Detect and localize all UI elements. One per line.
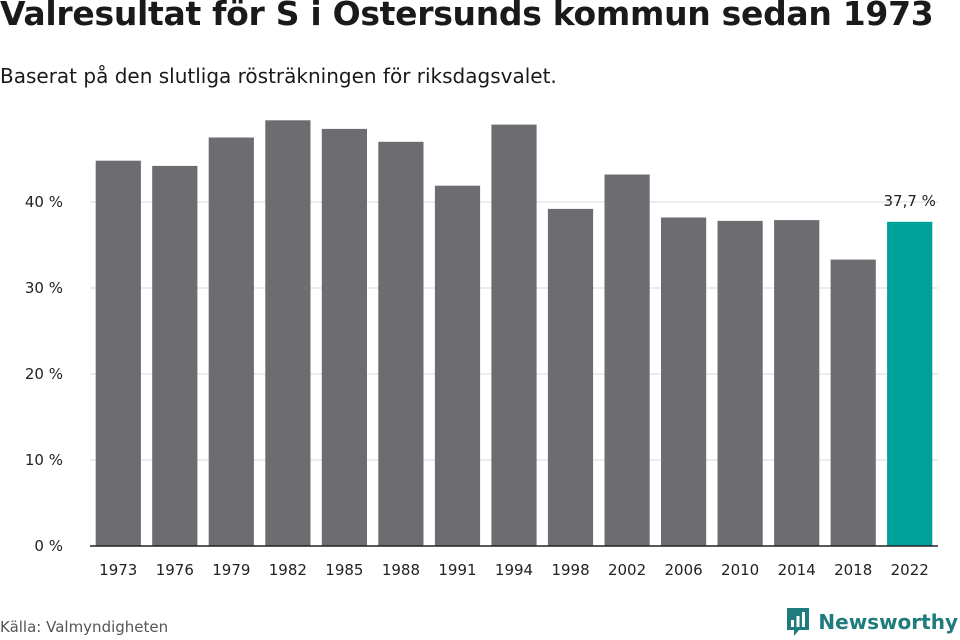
bar-1985 [321,128,367,546]
x-tick-label: 1979 [212,561,250,579]
y-tick-label: 40 % [25,193,63,211]
bar-2014 [774,220,820,546]
y-tick-label: 10 % [25,451,63,469]
x-tick-label: 2002 [608,561,646,579]
x-tick-label: 1982 [269,561,307,579]
newsworthy-logo-icon [787,608,810,636]
y-tick-label: 20 % [25,365,63,383]
data-label-2022: 37,7 % [884,192,936,210]
x-tick-label: 2018 [834,561,872,579]
bar-1988 [378,141,424,547]
brand: Newsworthy [785,607,958,637]
chart-title: Valresultat för S i Östersunds kommun se… [0,0,934,33]
x-tick-label: 2014 [778,561,816,579]
bar-2002 [604,174,650,546]
x-axis-ticks: 1973 1976 1979 1982 1985 1988 1991 1994 1998 2002… [99,561,929,579]
bar-1979 [208,137,254,546]
y-tick-label: 30 % [25,279,63,297]
x-tick-label: 1985 [325,561,363,579]
bar-2006 [661,217,707,546]
x-tick-label: 2006 [665,561,703,579]
x-tick-label: 1976 [156,561,194,579]
x-tick-label: 2010 [721,561,759,579]
bar-1973 [95,160,141,546]
chart-subtitle: Baserat på den slutliga rösträkningen fö… [0,64,557,88]
bar-1976 [152,165,198,546]
bar-1991 [434,185,481,546]
bar-2010 [717,220,763,546]
bar-1982 [265,120,311,547]
x-tick-label: 1994 [495,561,533,579]
data-labels: 37,7 % [884,192,936,210]
bar-2018 [830,259,876,546]
bar-1998 [547,208,594,546]
x-tick-label: 1998 [551,561,589,579]
y-tick-label: 0 % [34,537,63,555]
y-axis-ticks: 0 % 10 % 20 % 30 % 40 % [25,193,63,555]
bar-2022 [887,221,933,547]
brand-name: Newsworthy [818,610,958,634]
x-tick-label: 1988 [382,561,420,579]
x-tick-label: 1991 [438,561,476,579]
x-tick-label: 1973 [99,561,137,579]
x-tick-label: 2022 [891,561,929,579]
bars [95,120,933,547]
bar-1994 [491,124,537,546]
source-note: Källa: Valmyndigheten [0,618,169,636]
bar-chart: 0 % 10 % 20 % 30 % 40 % 1973 1976 1979 1982 1985… [25,120,938,579]
